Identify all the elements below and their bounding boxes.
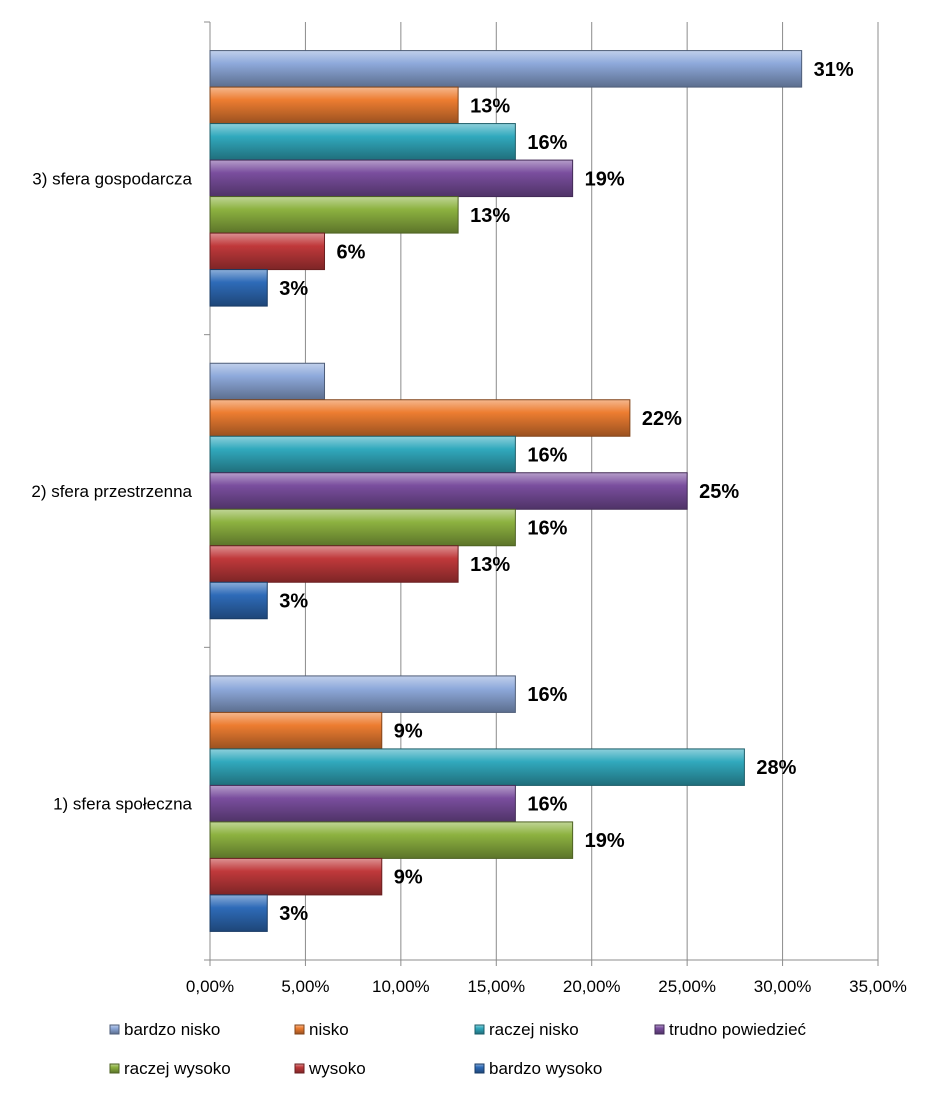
legend-item: bardzo wysoko: [474, 1059, 602, 1078]
data-label: 19%: [585, 830, 625, 852]
data-label: 25%: [699, 481, 739, 503]
legend-label: bardzo nisko: [124, 1020, 220, 1039]
bar: [209, 894, 268, 932]
data-label: 16%: [527, 132, 567, 154]
bar: [209, 399, 631, 437]
legend: bardzo nisko nisko raczej nisko trudno powi…: [109, 1020, 807, 1078]
data-label: 9%: [394, 721, 423, 743]
bar: [209, 196, 459, 234]
legend-swatch: [109, 1024, 120, 1035]
data-label: 9%: [394, 867, 423, 889]
bar: [209, 123, 516, 161]
bar: [209, 472, 688, 510]
y-category-label: 3) sfera gospodarcza: [32, 169, 192, 188]
legend-swatch: [294, 1024, 305, 1035]
legend-swatch: [474, 1024, 485, 1035]
legend-swatch: [109, 1063, 120, 1074]
data-label: 16%: [527, 794, 567, 816]
data-label: 3%: [279, 278, 308, 300]
legend-label: wysoko: [308, 1059, 366, 1078]
x-tick-label: 35,00%: [849, 977, 907, 996]
bar: [209, 821, 574, 859]
legend-label: trudno powiedzieć: [669, 1020, 807, 1039]
bar: [209, 581, 268, 620]
bar: [209, 675, 516, 713]
y-category-label: 1) sfera społeczna: [53, 795, 192, 814]
bar: [209, 159, 574, 198]
data-label: 13%: [470, 205, 510, 227]
data-label: 13%: [470, 554, 510, 576]
bar: [209, 86, 459, 125]
legend-label: raczej wysoko: [124, 1059, 231, 1078]
data-label: 6%: [337, 241, 366, 263]
data-label: 22%: [642, 408, 682, 430]
x-tick-label: 30,00%: [754, 977, 812, 996]
bar: [209, 269, 268, 307]
data-label: 28%: [756, 757, 796, 779]
bar: [209, 857, 383, 896]
legend-item: wysoko: [294, 1059, 366, 1078]
x-tick-label: 5,00%: [281, 977, 329, 996]
data-label: 19%: [585, 168, 625, 190]
legend-label: bardzo wysoko: [489, 1059, 602, 1078]
x-tick-label: 20,00%: [563, 977, 621, 996]
bar: [209, 784, 516, 823]
bars: [209, 50, 803, 932]
legend-label: raczej nisko: [489, 1020, 579, 1039]
legend-item: raczej nisko: [474, 1020, 579, 1039]
data-label: 16%: [527, 684, 567, 706]
legend-item: nisko: [294, 1020, 349, 1039]
data-label: 16%: [527, 518, 567, 540]
bar: [209, 711, 383, 750]
legend-swatch: [474, 1063, 485, 1074]
y-category-label: 2) sfera przestrzenna: [31, 482, 192, 501]
legend-item: raczej wysoko: [109, 1059, 231, 1078]
data-label: 16%: [527, 445, 567, 467]
data-label: 3%: [279, 903, 308, 925]
bar: [209, 50, 803, 88]
bar: [209, 435, 516, 474]
bar: [209, 748, 745, 786]
legend-item: trudno powiedzieć: [654, 1020, 807, 1039]
bar: [209, 362, 326, 401]
bar: [209, 508, 516, 547]
x-tick-label: 0,00%: [186, 977, 234, 996]
x-tick-label: 10,00%: [372, 977, 430, 996]
data-label: 3%: [279, 591, 308, 613]
data-labels: 16% 9% 28% 16% 19% 9% 3% 22% 16% 25% 16% 13% 3% 31% 13…: [279, 59, 854, 925]
bar: [209, 232, 326, 271]
legend-item: bardzo nisko: [109, 1020, 220, 1039]
bar: [209, 545, 459, 583]
x-tick-label: 15,00%: [467, 977, 525, 996]
x-tick-label: 25,00%: [658, 977, 716, 996]
legend-label: nisko: [309, 1020, 349, 1039]
legend-swatch: [294, 1063, 305, 1074]
data-label: 13%: [470, 95, 510, 117]
data-label: 31%: [814, 59, 854, 81]
legend-swatch: [654, 1024, 665, 1035]
